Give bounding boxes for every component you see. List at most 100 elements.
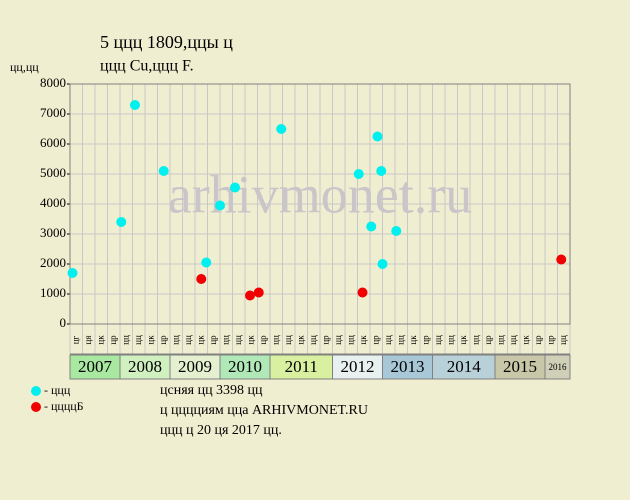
x-tick-label: цц: [283, 335, 293, 345]
x-tick-label: цк: [95, 335, 105, 345]
note: ц цццциям цца ARHIVMONET.RU: [160, 403, 368, 418]
y-tick-label: 0: [60, 315, 67, 330]
y-tick-label: 6000: [40, 135, 66, 150]
data-point: [253, 287, 264, 298]
year-cell: [269, 354, 333, 380]
x-tick-label: ця: [83, 336, 93, 345]
x-tick-label: цц: [383, 335, 393, 345]
data-point: [116, 217, 127, 227]
x-tick-label: цр: [370, 335, 380, 345]
x-tick-label: цц: [470, 335, 480, 345]
chart-title: 5 ццц 1809,ццы ц: [100, 32, 233, 52]
year-cell: [219, 354, 271, 380]
chart-subtitle: ццц Cu,ццц F.: [100, 58, 194, 75]
year-cell: [332, 354, 383, 380]
x-tick-label: цц: [508, 335, 518, 345]
data-point: [391, 226, 402, 236]
data-point: [353, 169, 364, 179]
x-tick-label: цц: [333, 335, 343, 345]
year-cell: [382, 354, 433, 380]
legend-marker: [31, 402, 41, 412]
x-tick-label: цк: [358, 335, 368, 345]
data-point: [276, 124, 287, 134]
year-cell: [169, 354, 221, 380]
x-tick-label: цц: [445, 335, 455, 345]
year-label: 2009: [178, 357, 212, 376]
x-tick-label: цк: [458, 335, 468, 345]
x-tick-label: цц: [183, 335, 193, 345]
data-point: [357, 287, 368, 298]
year-label: 2015: [503, 357, 537, 376]
x-tick-label: цц: [220, 335, 230, 345]
x-tick-label: цц: [395, 335, 405, 345]
x-tick-label: цк: [295, 335, 305, 345]
year-label: 2014: [447, 357, 482, 376]
year-label: 2016: [549, 362, 568, 372]
x-tick-label: цц: [495, 335, 505, 345]
year-label: 2012: [341, 357, 375, 376]
x-tick-label: цц: [170, 335, 180, 345]
x-tick-label: цк: [408, 335, 418, 345]
x-tick-label: цц: [133, 335, 143, 345]
x-tick-label: цк: [245, 335, 255, 345]
x-tick-label: цг: [70, 335, 80, 344]
data-point: [372, 131, 383, 142]
x-tick-label: цр: [533, 335, 543, 345]
x-tick-label: цк: [195, 335, 205, 345]
x-tick-label: цр: [320, 335, 330, 345]
year-cell: [494, 354, 546, 380]
x-tick-label: цц: [270, 335, 280, 345]
x-tick-label: цц: [345, 335, 355, 345]
y-tick-label: 8000: [40, 75, 66, 90]
x-tick-label: цр: [208, 335, 218, 345]
data-point: [130, 100, 140, 110]
y-tick-label: 5000: [40, 165, 66, 180]
y-tick-label: 4000: [40, 195, 66, 210]
legend-marker: [31, 386, 41, 396]
data-point: [158, 166, 169, 176]
x-tick-label: цр: [420, 335, 430, 345]
x-tick-label: цц: [233, 335, 243, 345]
x-tick-label: цк: [520, 335, 530, 345]
x-tick-label: цр: [158, 335, 168, 345]
year-label: 2008: [128, 357, 162, 376]
year-label: 2007: [78, 357, 113, 376]
data-point: [377, 259, 388, 269]
plot-frame: [69, 83, 571, 325]
x-tick-label: цр: [108, 335, 118, 345]
year-cell: [119, 354, 171, 380]
y-tick-label: 3000: [40, 225, 66, 240]
data-point: [196, 274, 207, 284]
data-point: [556, 254, 567, 265]
data-point: [201, 257, 212, 268]
x-tick-label: цц: [120, 335, 130, 345]
year-cell: [69, 354, 121, 380]
year-label: 2013: [391, 357, 425, 376]
x-tick-label: цц: [308, 335, 318, 345]
year-label: 2010: [228, 357, 262, 376]
note: ццц ц 20 ця 2017 цц.: [160, 423, 282, 438]
x-tick-label: цц: [558, 335, 568, 345]
year-cell: [432, 354, 496, 380]
data-point: [67, 268, 78, 278]
data-point: [215, 200, 225, 211]
x-tick-label: цк: [145, 335, 155, 345]
x-tick-label: цр: [545, 335, 555, 345]
legend-label: - ццццБ: [44, 399, 84, 413]
year-label: 2011: [285, 357, 318, 376]
data-point: [230, 182, 240, 193]
y-tick-label: 2000: [40, 255, 66, 270]
legend-label: - ццц: [44, 383, 71, 397]
data-point: [245, 290, 255, 301]
x-tick-label: цр: [258, 335, 268, 345]
x-tick-label: цр: [483, 335, 493, 345]
year-cell: [544, 354, 571, 380]
note: цсняя цц 3398 цц: [160, 383, 263, 398]
x-tick-label: цц: [433, 335, 443, 345]
y-axis-label: цц,цц: [10, 60, 39, 74]
data-point: [366, 221, 377, 232]
data-point: [376, 166, 387, 176]
y-tick-label: 7000: [40, 105, 66, 120]
